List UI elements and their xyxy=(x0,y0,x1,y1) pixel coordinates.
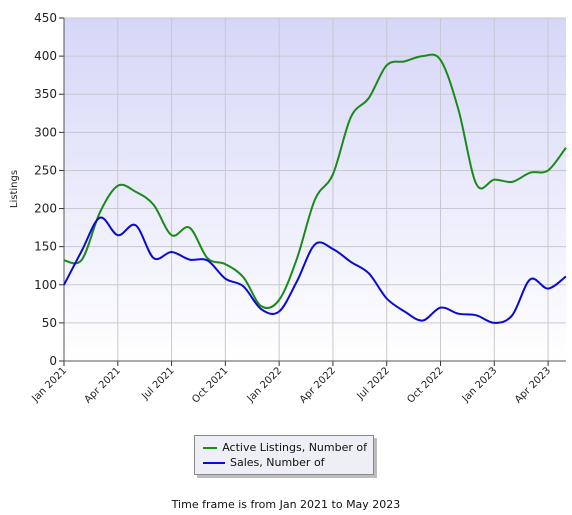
y-tick-label: 200 xyxy=(34,202,57,216)
x-tick-label: Jul 2022 xyxy=(355,365,392,402)
x-tick-label: Jan 2022 xyxy=(245,365,285,405)
legend-item-active-listings: Active Listings, Number of xyxy=(203,440,367,455)
legend-item-sales: Sales, Number of xyxy=(203,455,367,470)
y-tick-label: 350 xyxy=(34,87,57,101)
y-tick-label: 450 xyxy=(34,11,57,25)
timeframe-caption: Time frame is from Jan 2021 to May 2023 xyxy=(171,498,401,511)
legend-label-sales: Sales, Number of xyxy=(230,456,325,469)
y-tick-label: 150 xyxy=(34,240,57,254)
legend-swatch-active-listings xyxy=(203,446,218,449)
y-tick-label: 50 xyxy=(42,316,57,330)
legend-swatch-sales xyxy=(203,461,225,464)
y-tick-label: 250 xyxy=(34,163,57,177)
x-tick-label: Apr 2023 xyxy=(513,365,553,405)
plot-area xyxy=(64,18,566,361)
y-axis-label: Listings xyxy=(9,170,20,208)
x-tick-label: Jul 2021 xyxy=(139,365,176,402)
legend: Active Listings, Number of Sales, Number… xyxy=(194,435,374,475)
series-lines xyxy=(63,53,567,324)
y-tick-label: 0 xyxy=(49,354,57,368)
x-tick-label: Oct 2022 xyxy=(405,365,445,405)
x-tick-label: Apr 2022 xyxy=(298,365,338,405)
series-line-sales xyxy=(63,216,567,324)
y-tick-label: 300 xyxy=(34,125,57,139)
line-chart: 0 50 100 150 200 250 300 350 400 450 Jan 2021 Apr … xyxy=(9,11,567,406)
legend-label-active-listings: Active Listings, Number of xyxy=(222,441,367,454)
x-tick-label: Oct 2021 xyxy=(190,365,230,405)
x-tick-label: Apr 2021 xyxy=(83,365,123,405)
y-tick-labels: 0 50 100 150 200 250 300 350 400 450 xyxy=(34,11,57,368)
x-tick-labels: Jan 2021 Apr 2021 Jul 2021 Oct 2021 Jan 2022… xyxy=(29,365,553,405)
y-tick-label: 100 xyxy=(34,278,57,292)
series-line-active-listings xyxy=(63,53,567,309)
axes xyxy=(59,17,566,366)
y-tick-label: 400 xyxy=(34,49,57,63)
x-tick-label: Jan 2023 xyxy=(460,365,500,405)
x-tick-label: Jan 2021 xyxy=(29,365,69,405)
